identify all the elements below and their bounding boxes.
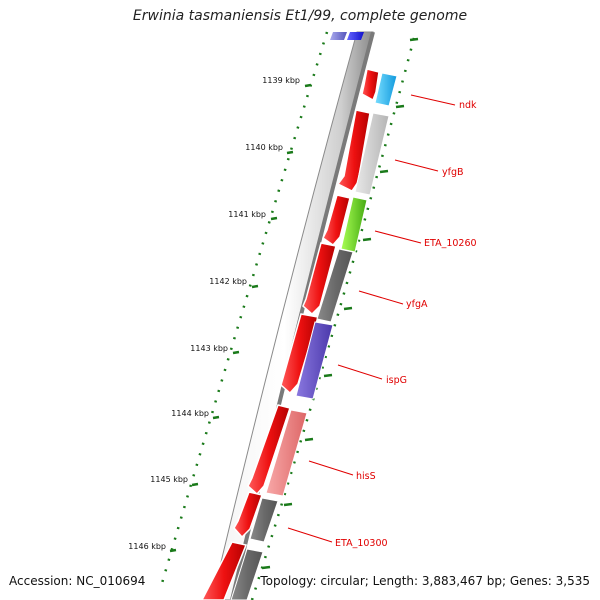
tick-mark bbox=[304, 437, 314, 442]
tick-mark bbox=[251, 284, 259, 289]
tick-label: 1139 kbp bbox=[262, 76, 300, 85]
gene-label-yfgB: yfgB bbox=[442, 167, 464, 178]
gene-block-ispG bbox=[295, 321, 334, 400]
gene-label-hisS: hisS bbox=[356, 471, 376, 482]
cds-arrow bbox=[233, 491, 263, 539]
tick-label: 1142 kbp bbox=[209, 277, 247, 286]
gene-label-ETA_10300: ETA_10300 bbox=[335, 538, 388, 549]
annotation-track bbox=[230, 72, 398, 600]
tick-label: 1141 kbp bbox=[228, 210, 266, 219]
label-leaders bbox=[287, 94, 456, 543]
cds-arrow bbox=[201, 541, 248, 600]
tick-mark bbox=[362, 237, 372, 242]
tick-mark bbox=[323, 373, 333, 378]
map-title: Erwinia tasmaniensis Et1/99, complete ge… bbox=[132, 8, 468, 24]
gene-label-yfgA: yfgA bbox=[406, 299, 428, 310]
backbone-ring bbox=[211, 31, 374, 600]
tick-mark bbox=[191, 482, 199, 487]
gene-block-ndk bbox=[374, 72, 398, 107]
tick-mark bbox=[343, 306, 353, 311]
leader-line bbox=[358, 290, 404, 305]
leader-line bbox=[410, 94, 456, 106]
tick-label: 1146 kbp bbox=[128, 542, 166, 551]
gene-label-ETA_10260: ETA_10260 bbox=[424, 238, 477, 249]
tick-mark bbox=[212, 415, 220, 420]
gene-label-ispG: ispG bbox=[386, 375, 407, 386]
leader-line bbox=[337, 364, 383, 380]
tick-mark bbox=[286, 150, 294, 155]
tick-label: 1144 kbp bbox=[171, 409, 209, 418]
tick-mark bbox=[169, 548, 177, 553]
tick-label: 1145 kbp bbox=[150, 475, 188, 484]
tick-mark bbox=[304, 83, 312, 88]
feature-block-top-right bbox=[347, 32, 364, 40]
cds-arrow bbox=[336, 109, 371, 192]
gene-block-yfgA bbox=[316, 248, 354, 323]
gene-block-hisS bbox=[265, 409, 308, 497]
tick-mark bbox=[379, 169, 389, 174]
tick-mark bbox=[409, 37, 419, 42]
accession-label: Accession: NC_010694 bbox=[9, 574, 146, 588]
tick-mark bbox=[270, 216, 278, 221]
tick-marks bbox=[169, 37, 419, 570]
leader-line bbox=[394, 159, 439, 172]
cds-arrow bbox=[302, 242, 337, 316]
tick-label: 1140 kbp bbox=[245, 143, 283, 152]
gene-block-ETA_10300 bbox=[249, 497, 279, 543]
leader-line bbox=[374, 230, 422, 244]
cds-arrow bbox=[361, 68, 380, 102]
tick-mark bbox=[261, 565, 271, 570]
leader-line bbox=[308, 460, 354, 476]
feature-block-top-left bbox=[330, 32, 347, 40]
forward-strand-genes bbox=[201, 68, 380, 600]
genome-summary: Topology: circular; Length: 3,883,467 bp… bbox=[260, 574, 590, 588]
tick-mark bbox=[395, 104, 405, 109]
gene-block-ETA_10260 bbox=[340, 196, 368, 253]
gene-block-bottom bbox=[230, 548, 264, 600]
tick-mark bbox=[232, 350, 240, 355]
leader-line bbox=[287, 527, 333, 543]
gene-block-yfgB bbox=[354, 112, 390, 196]
tick-label: 1143 kbp bbox=[190, 344, 228, 353]
gene-label-ndk: ndk bbox=[459, 100, 477, 111]
tick-mark bbox=[283, 502, 293, 507]
